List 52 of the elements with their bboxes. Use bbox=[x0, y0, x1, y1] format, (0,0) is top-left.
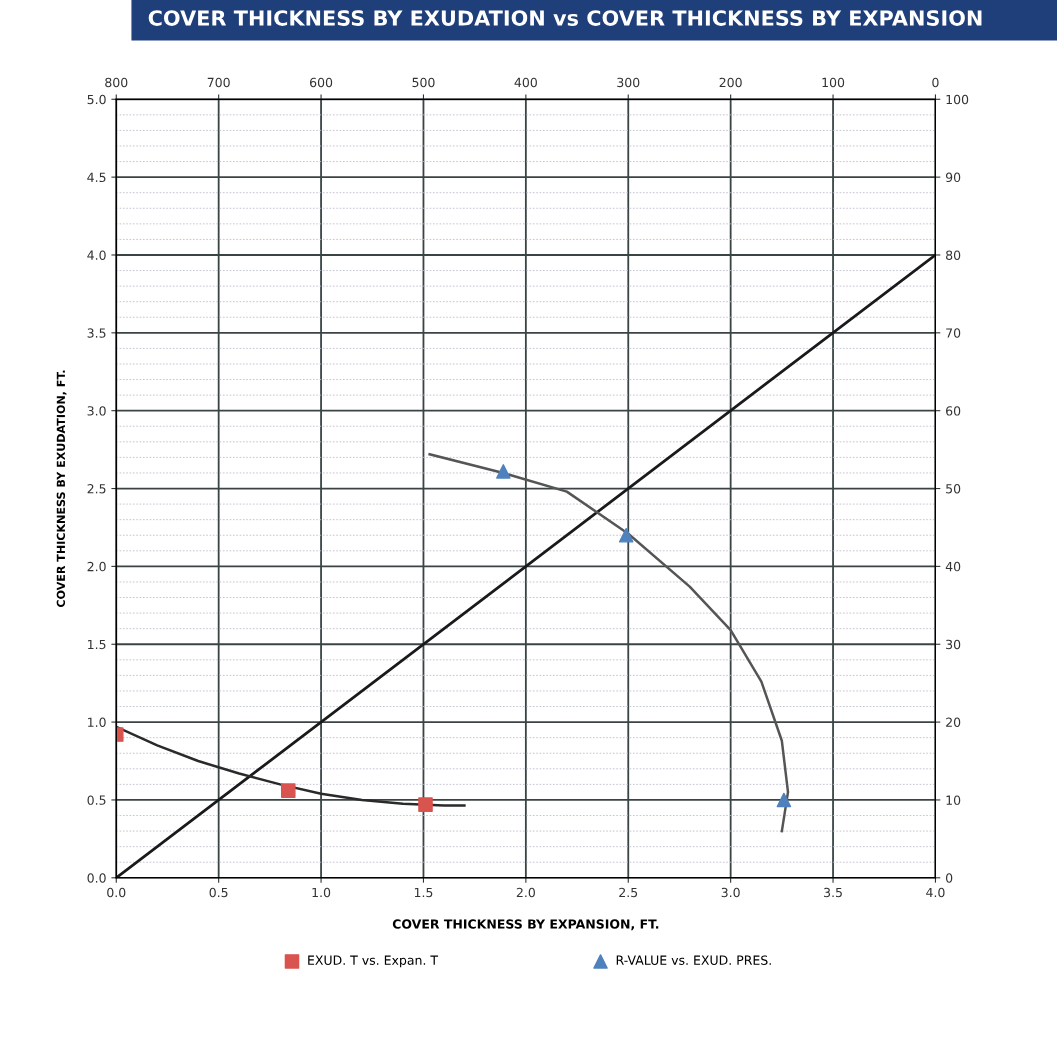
chart-title: COVER THICKNESS BY EXUDATION vs COVER THICKNESS BY EXPANSION bbox=[148, 10, 982, 26]
x2-tick-label: 600 bbox=[310, 77, 333, 88]
x-axis-title: COVER THICKNESS BY EXPANSION, FT. bbox=[392, 919, 659, 931]
y-tick-label: 0.0 bbox=[87, 873, 106, 883]
y-tick-label: 1.5 bbox=[88, 639, 106, 650]
legend-label: EXUD. T vs. Expan. T bbox=[308, 955, 439, 968]
y2-tick-label: 10 bbox=[946, 795, 961, 805]
legend-label: R-VALUE vs. EXUD. PRES. bbox=[616, 955, 771, 965]
point bbox=[496, 464, 511, 479]
y-tick-label: 1.0 bbox=[88, 717, 106, 728]
line-series bbox=[116, 725, 466, 807]
x-tick-label: 2.5 bbox=[619, 887, 638, 898]
y2-tick-label: 90 bbox=[945, 172, 961, 183]
point bbox=[618, 527, 634, 543]
x2-tick-label: 0 bbox=[932, 77, 939, 88]
point bbox=[776, 792, 792, 808]
x-tick-label: 4.0 bbox=[926, 887, 945, 898]
y2-tick-label: 100 bbox=[946, 94, 969, 105]
point bbox=[281, 783, 296, 798]
x-tick-label: 2.0 bbox=[516, 887, 535, 898]
x-tick-label: 3.5 bbox=[824, 887, 842, 898]
x2-tick-label: 700 bbox=[207, 77, 230, 88]
y-tick-label: 5.0 bbox=[87, 94, 106, 105]
point bbox=[418, 797, 433, 812]
x2-tick-label: 500 bbox=[412, 77, 435, 88]
x2-tick-label: 400 bbox=[514, 77, 537, 88]
y2-tick-label: 0 bbox=[945, 873, 953, 883]
y-tick-label: 4.5 bbox=[87, 172, 106, 183]
y-tick-label: 2.0 bbox=[87, 561, 106, 572]
y-tick-label: 4.0 bbox=[87, 250, 106, 260]
y-axis-title: COVER THICKNESS BY EXUDATION, FT. bbox=[56, 370, 67, 608]
x-tick-label: 1.0 bbox=[312, 887, 331, 898]
y2-tick-label: 80 bbox=[946, 250, 961, 260]
y2-tick-label: 40 bbox=[945, 561, 961, 572]
x2-tick-label: 200 bbox=[719, 77, 742, 88]
y-tick-label: 0.5 bbox=[87, 795, 106, 805]
y2-tick-label: 70 bbox=[946, 328, 961, 338]
x-tick-label: 1.5 bbox=[414, 887, 433, 898]
x2-tick-label: 100 bbox=[822, 77, 845, 88]
x-tick-label: 0.5 bbox=[209, 887, 228, 898]
line-series bbox=[428, 453, 790, 833]
y-tick-label: 3.5 bbox=[87, 328, 106, 338]
x-tick-label: 3.0 bbox=[721, 887, 740, 898]
y2-tick-label: 60 bbox=[946, 406, 961, 416]
y2-tick-label: 30 bbox=[946, 639, 961, 650]
y-tick-label: 3.0 bbox=[87, 406, 106, 416]
x-tick-label: 0.0 bbox=[107, 887, 126, 898]
x2-tick-label: 800 bbox=[105, 77, 128, 88]
y2-tick-label: 50 bbox=[946, 484, 961, 494]
x2-tick-label: 300 bbox=[617, 77, 640, 88]
y-tick-label: 2.5 bbox=[87, 484, 106, 494]
y2-tick-label: 20 bbox=[946, 717, 961, 728]
